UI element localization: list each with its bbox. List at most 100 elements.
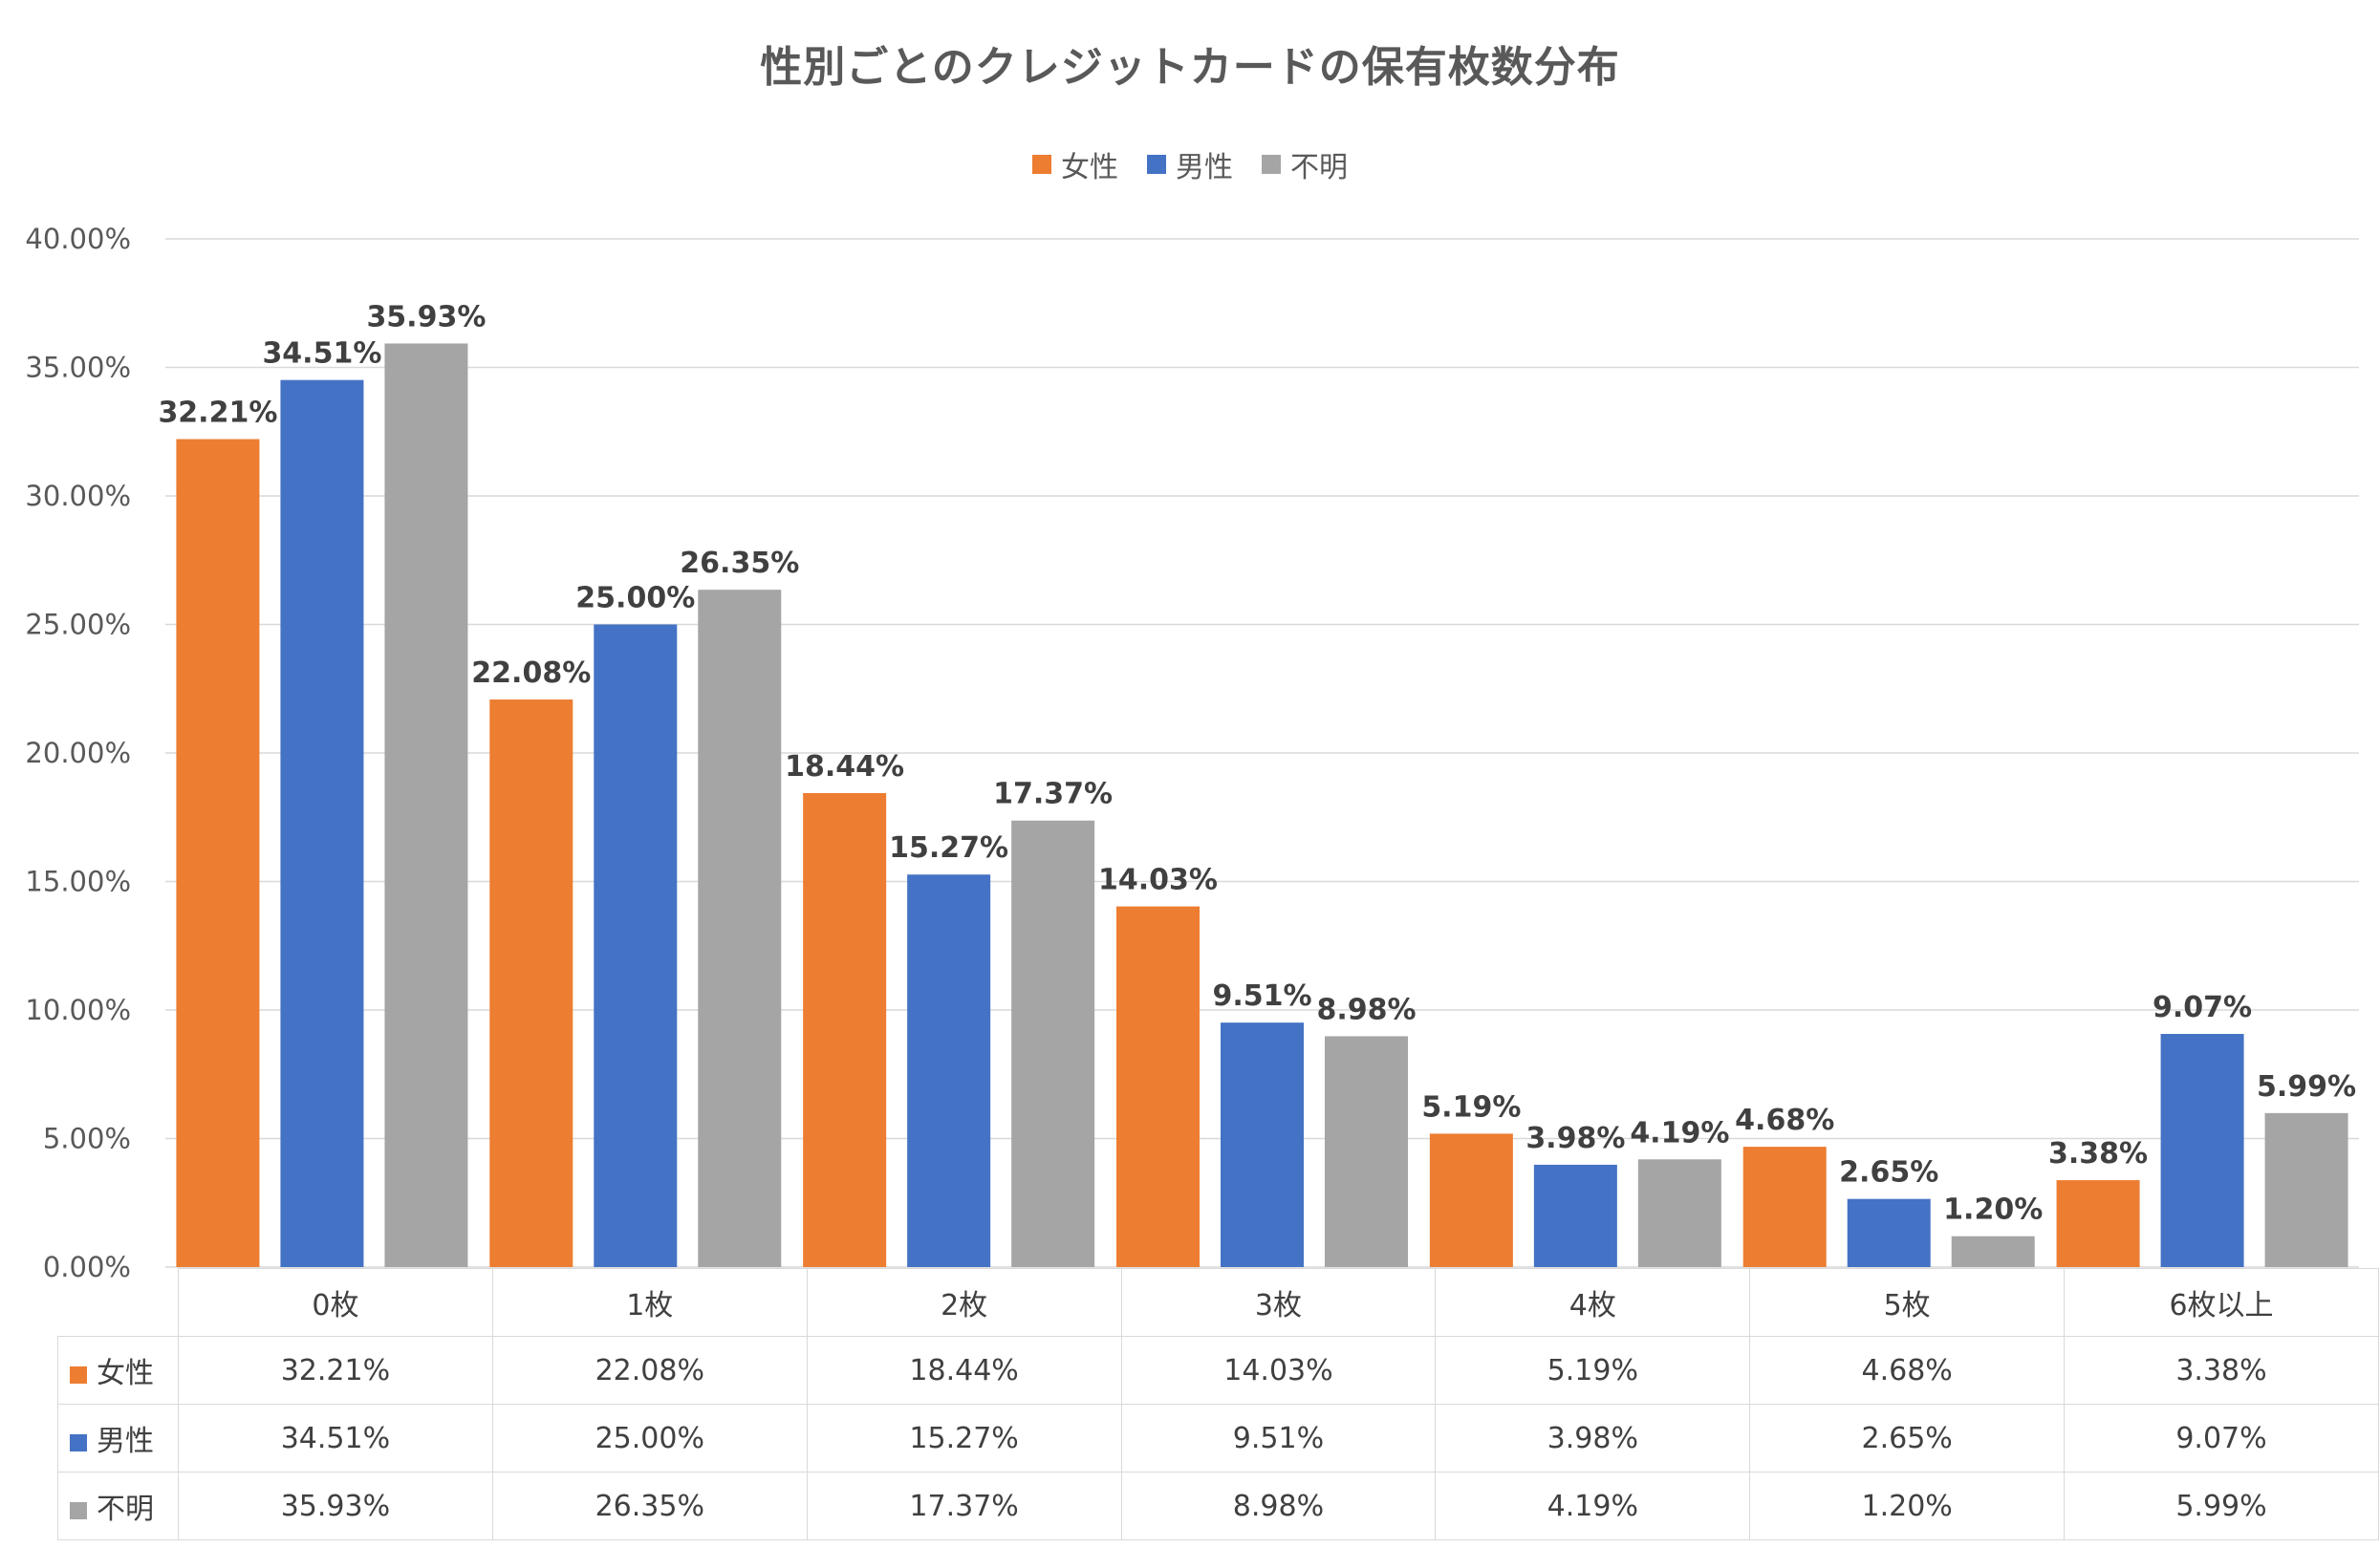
data-label-male: 3.98% [1525, 1122, 1625, 1155]
data-label-male: 15.27% [889, 831, 1008, 865]
bar-female [1429, 1133, 1513, 1267]
table-cell: 5.99% [2064, 1472, 2379, 1540]
legend-label-male: 男性 [1176, 151, 1233, 184]
table-row-head-female: 女性 [57, 1336, 179, 1405]
legend-swatch-male [1147, 155, 1166, 174]
bar-female [1742, 1147, 1827, 1267]
data-label-female: 5.19% [1421, 1090, 1521, 1124]
table-cell: 14.03% [1120, 1336, 1437, 1405]
data-label-unknown: 35.93% [366, 300, 486, 333]
table-cell: 8.98% [1120, 1472, 1437, 1540]
bar-male [2160, 1034, 2244, 1267]
table-cell: 17.37% [806, 1472, 1122, 1540]
y-tick-label: 25.00% [25, 609, 131, 641]
bar-female [803, 792, 887, 1267]
y-tick-label: 15.00% [25, 866, 131, 898]
table-cell: 4.19% [1435, 1472, 1751, 1540]
bar-female [1116, 906, 1200, 1267]
table-cell: 35.93% [178, 1472, 493, 1540]
legend-label-unknown: 不明 [1290, 151, 1348, 184]
table-cell: 25.00% [491, 1404, 808, 1473]
table-cell: 15.27% [806, 1404, 1122, 1473]
bar-unknown [1325, 1036, 1408, 1267]
legend-label-female: 女性 [1061, 151, 1118, 184]
table-row-head-male: 男性 [57, 1404, 179, 1473]
data-label-male: 34.51% [262, 337, 381, 371]
data-label-male: 2.65% [1839, 1156, 1938, 1190]
data-label-male: 9.07% [2153, 991, 2252, 1024]
bar-female [489, 699, 573, 1267]
row-swatch-unknown [70, 1501, 87, 1519]
table-cell: 3.38% [2064, 1336, 2379, 1405]
y-tick-label: 5.00% [43, 1123, 131, 1155]
bar-male [280, 379, 364, 1267]
table-cell: 2.65% [1749, 1404, 2066, 1473]
y-tick-label: 40.00% [25, 223, 131, 255]
table-category-4: 4枚 [1435, 1268, 1751, 1337]
bar-unknown [2264, 1112, 2348, 1267]
table-cell: 26.35% [491, 1472, 808, 1540]
table-row-head-unknown: 不明 [57, 1472, 179, 1540]
chart-title: 性別ごとのクレジットカードの保有枚数分布 [760, 43, 1620, 92]
data-label-male: 9.51% [1212, 979, 1311, 1013]
table-cell: 3.98% [1435, 1404, 1751, 1473]
data-label-unknown: 5.99% [2257, 1070, 2356, 1104]
legend: 女性 男性 不明 [0, 143, 2380, 185]
legend-swatch-unknown [1262, 155, 1281, 174]
table-row-male: 男性 34.51% 25.00% 15.27% 9.51% 3.98% 2.65… [57, 1404, 2379, 1473]
legend-item-female: 女性 [1032, 143, 1118, 185]
y-tick-label: 35.00% [25, 352, 131, 384]
data-label-male: 25.00% [575, 582, 695, 615]
table-row-label-unknown: 不明 [97, 1493, 154, 1526]
table-cell: 5.19% [1435, 1336, 1751, 1405]
bar-female [176, 439, 260, 1267]
y-tick-label: 10.00% [25, 994, 131, 1026]
table-cell: 4.68% [1749, 1336, 2066, 1405]
table-cell: 32.21% [178, 1336, 493, 1405]
data-label-female: 22.08% [471, 656, 591, 690]
data-label-female: 18.44% [785, 750, 904, 784]
data-label-female: 14.03% [1098, 864, 1218, 897]
bar-unknown [384, 343, 468, 1267]
table-cell: 1.20% [1749, 1472, 2066, 1540]
table-cell: 22.08% [491, 1336, 808, 1405]
y-tick-label: 30.00% [25, 480, 131, 512]
legend-swatch-female [1032, 155, 1051, 174]
data-table: 0枚 1枚 2枚 3枚 4枚 5枚 6枚以上 女性 32.21% 22.08% … [57, 1268, 2379, 1540]
table-category-0: 0枚 [178, 1268, 493, 1337]
row-swatch-male [70, 1433, 87, 1451]
bar-male [1533, 1164, 1617, 1267]
bar-male [907, 874, 991, 1267]
table-corner [57, 1268, 179, 1337]
table-row-female: 女性 32.21% 22.08% 18.44% 14.03% 5.19% 4.6… [57, 1336, 2379, 1405]
bar-chart: 0.00%5.00%10.00%15.00%20.00%25.00%30.00%… [25, 223, 2359, 1280]
table-row-label-female: 女性 [97, 1357, 154, 1390]
table-row-label-male: 男性 [97, 1425, 154, 1458]
row-swatch-female [70, 1365, 87, 1384]
table-cell: 18.44% [806, 1336, 1122, 1405]
bar-unknown [1637, 1159, 1721, 1267]
data-label-female: 3.38% [2048, 1137, 2148, 1171]
legend-item-male: 男性 [1147, 143, 1233, 185]
table-category-6: 6枚以上 [2064, 1268, 2379, 1337]
table-cell: 34.51% [178, 1404, 493, 1473]
y-tick-label: 20.00% [25, 737, 131, 769]
bar-male [1847, 1198, 1931, 1267]
bar-unknown [1951, 1236, 2035, 1267]
data-label-unknown: 8.98% [1316, 993, 1416, 1026]
data-label-female: 32.21% [158, 397, 277, 430]
data-label-unknown: 1.20% [1943, 1193, 2043, 1227]
table-category-2: 2枚 [806, 1268, 1122, 1337]
table-cell: 9.07% [2064, 1404, 2379, 1473]
bar-male [594, 624, 678, 1267]
bar-unknown [1011, 820, 1095, 1267]
bar-female [2056, 1180, 2140, 1267]
bar-male [1221, 1022, 1304, 1267]
data-label-unknown: 26.35% [680, 547, 799, 580]
table-header-row: 0枚 1枚 2枚 3枚 4枚 5枚 6枚以上 [57, 1268, 2379, 1337]
data-label-unknown: 4.19% [1630, 1116, 1729, 1150]
legend-item-unknown: 不明 [1262, 143, 1348, 185]
table-category-3: 3枚 [1120, 1268, 1437, 1337]
data-label-female: 4.68% [1735, 1104, 1834, 1137]
table-row-unknown: 不明 35.93% 26.35% 17.37% 8.98% 4.19% 1.20… [57, 1472, 2379, 1540]
